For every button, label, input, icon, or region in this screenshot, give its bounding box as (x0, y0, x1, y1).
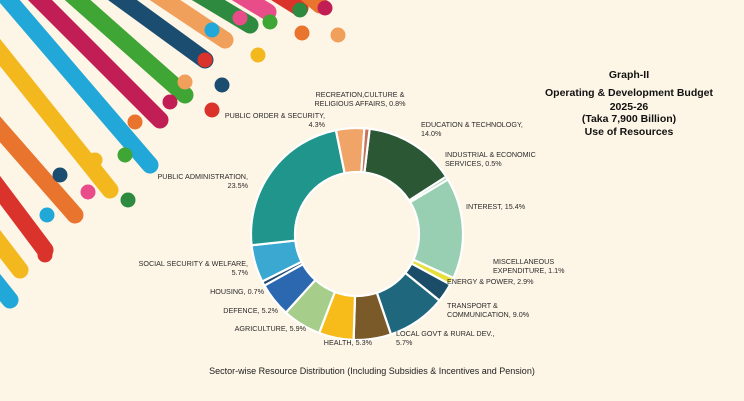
decor-dot (214, 77, 230, 93)
decor-stripe (64, 0, 194, 104)
slice-label: MISCELLANEOUS EXPENDITURE, 1.1% (493, 257, 565, 275)
slice-label: LOCAL GOVT & RURAL DEV., 5.7% (396, 329, 495, 347)
decor-stripe (27, 0, 169, 129)
chart-title: Graph-II Operating & Development Budget 20… (545, 69, 714, 138)
decor-dot (232, 10, 248, 26)
slice-label: PUBLIC ADMINISTRATION, 23.5% (157, 172, 248, 190)
decor-dot (250, 47, 266, 63)
decor-dot (204, 22, 220, 38)
decorative-stripes (0, 0, 346, 309)
title-line: Use of Resources (585, 126, 674, 138)
slice-label: ENERGY & POWER, 2.9% (447, 277, 534, 286)
decor-dot (330, 27, 346, 43)
decor-dot (120, 192, 136, 208)
slice-label: INDUSTRIAL & ECONOMIC SERVICES, 0.5% (445, 150, 536, 168)
decor-dot (87, 152, 103, 168)
title-line: Graph-II (609, 69, 649, 81)
donut-slice (249, 128, 346, 247)
slice-label: HOUSING, 0.7% (210, 287, 265, 296)
decor-dot (39, 207, 55, 223)
slice-label: HEALTH, 5.3% (324, 338, 373, 347)
decor-stripe (108, 0, 214, 69)
decor-stripe (0, 230, 29, 279)
decor-dot (177, 74, 193, 90)
decor-dot (204, 102, 220, 118)
decor-stripe (0, 0, 159, 174)
title-line: Operating & Development Budget (545, 87, 714, 99)
title-line: 2025-26 (610, 101, 649, 113)
decor-dot (52, 167, 68, 183)
decor-dot (292, 2, 308, 18)
decor-dot (317, 0, 333, 16)
decor-dot (80, 184, 96, 200)
decor-dot (162, 94, 178, 110)
decor-dot (127, 114, 143, 130)
slice-label: TRANSPORT & COMMUNICATION, 9.0% (447, 301, 530, 319)
decor-dot (262, 14, 278, 30)
decor-stripe (0, 273, 19, 309)
slice-label: AGRICULTURE, 5.9% (235, 324, 307, 333)
decor-stripe (231, 0, 277, 21)
decor-stripe (300, 0, 329, 14)
decor-dot (294, 25, 310, 41)
decor-stripe (271, 0, 309, 17)
slice-label: RECREATION,CULTURE & RELIGIOUS AFFAIRS, 0… (314, 90, 406, 108)
slice-label: SOCIAL SECURITY & WELFARE, 5.7% (139, 259, 249, 277)
chart-caption: Sector-wise Resource Distribution (Inclu… (209, 366, 535, 376)
title-line: (Taka 7,900 Billion) (582, 113, 676, 125)
slice-label: PUBLIC ORDER & SECURITY, 4.3% (225, 111, 326, 129)
slice-label: INTEREST, 15.4% (466, 202, 526, 211)
decor-dot (37, 247, 53, 263)
decor-dot (197, 52, 213, 68)
decor-dot (117, 147, 133, 163)
slice-labels: EDUCATION & TECHNOLOGY, 14.0% INDUSTRIAL &… (139, 90, 566, 347)
slice-label: DEFENCE, 5.2% (223, 306, 278, 315)
decor-stripe (0, 116, 84, 224)
decor-stripe (0, 175, 54, 259)
donut-slices (249, 126, 465, 342)
donut-slice (360, 127, 371, 174)
slice-label: EDUCATION & TECHNOLOGY, 14.0% (421, 120, 523, 138)
